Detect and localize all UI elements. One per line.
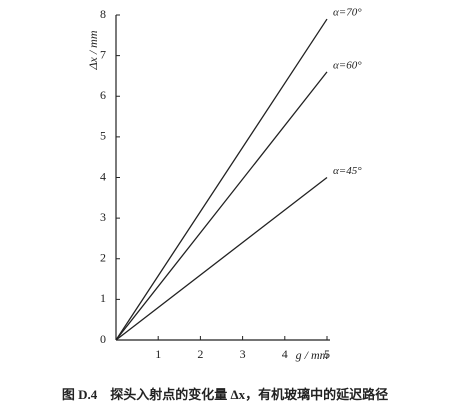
y-tick-label: 0 — [100, 332, 106, 346]
y-tick-label: 4 — [100, 169, 106, 183]
y-tick-label: 6 — [100, 88, 106, 102]
x-tick-label: 3 — [240, 347, 246, 361]
y-tick-label: 3 — [100, 210, 106, 224]
series-label: α=45° — [333, 165, 362, 177]
y-tick-label: 1 — [100, 291, 106, 305]
x-tick-label: 5 — [324, 347, 330, 361]
y-tick-label: 7 — [100, 47, 106, 61]
y-tick-label: 8 — [100, 7, 106, 21]
y-tick-label: 5 — [100, 129, 106, 143]
line — [115, 176, 328, 341]
y-axis-label: Δx / mm — [86, 30, 100, 70]
x-tick-label: 2 — [197, 347, 203, 361]
y-tick-label: 2 — [100, 251, 106, 265]
caption: 图 D.4 探头入射点的变化量 Δx，有机玻璃中的延迟路径 — [62, 387, 388, 402]
line — [115, 18, 328, 341]
x-tick-label: 4 — [282, 347, 288, 361]
line — [115, 71, 328, 341]
series-label: α=70° — [333, 7, 362, 19]
x-tick-label: 1 — [155, 347, 161, 361]
x-axis-label: g / mm — [296, 348, 329, 362]
series-label: α=60° — [333, 59, 362, 71]
